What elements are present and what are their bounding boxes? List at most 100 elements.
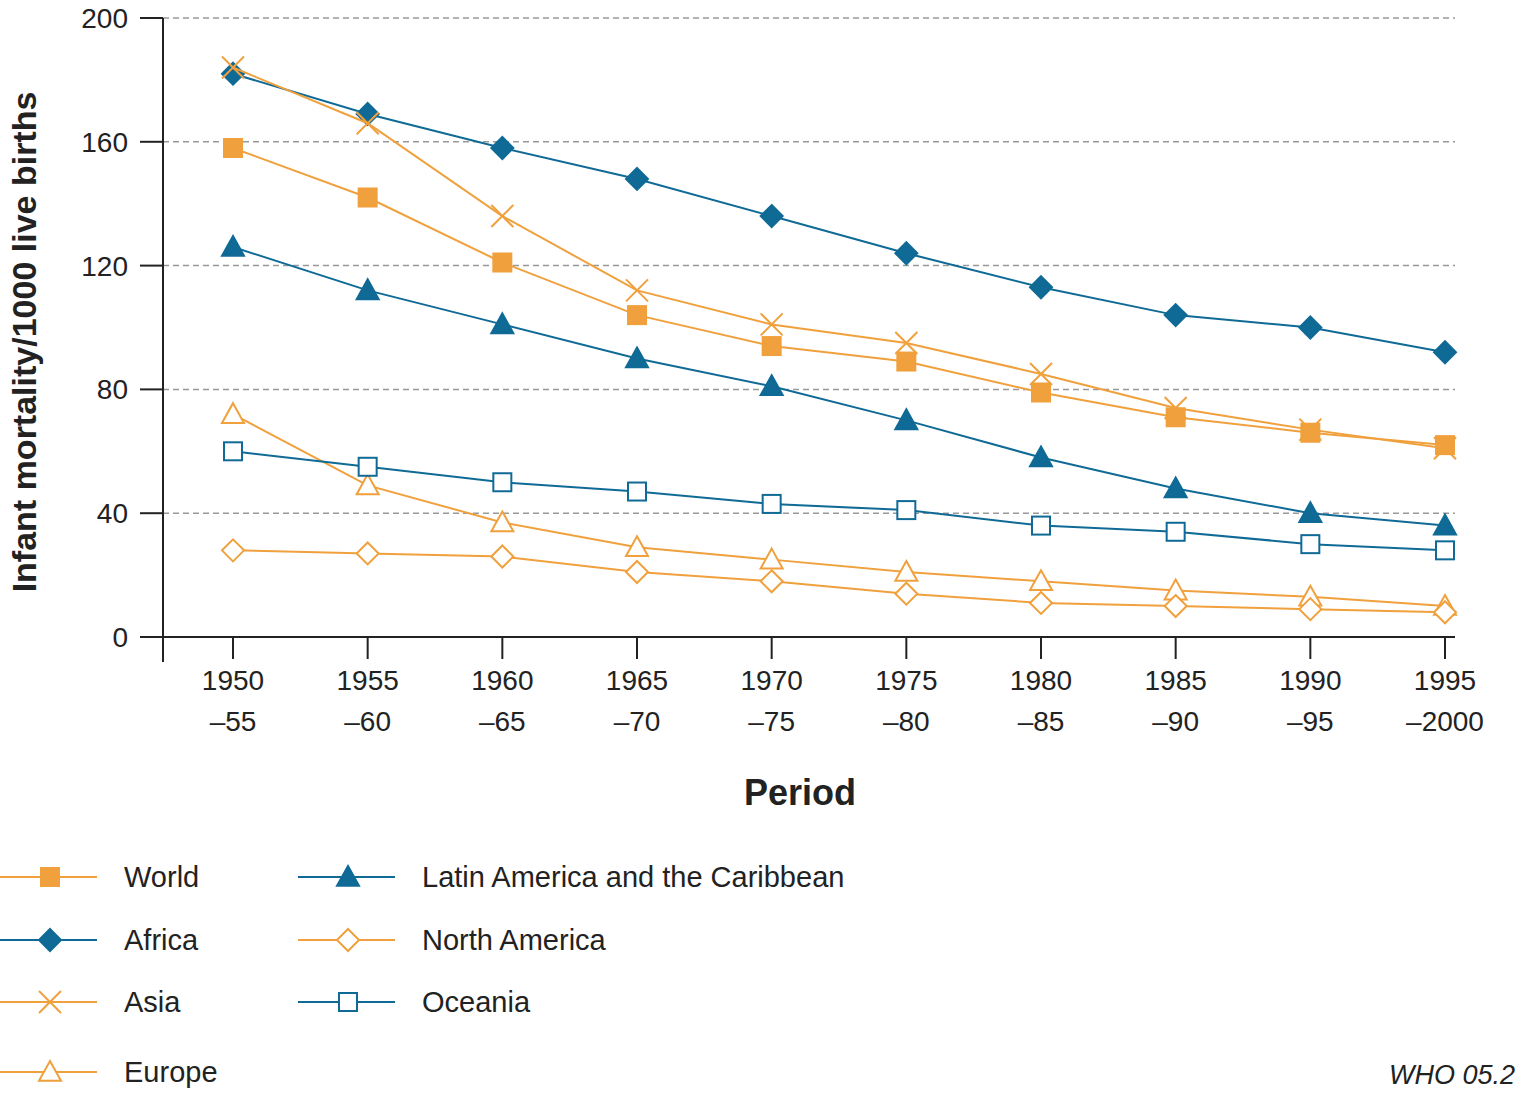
- legend-label: Europe: [124, 1056, 218, 1088]
- legend-label: Africa: [124, 924, 199, 956]
- x-axis: [163, 636, 1455, 638]
- series-line: [233, 68, 1445, 449]
- series-line: [233, 148, 1445, 445]
- x-tick-label: 1980 –85: [1010, 665, 1072, 737]
- x-tick: [1040, 637, 1042, 659]
- series-marker: [761, 375, 783, 395]
- series-marker: [357, 103, 379, 125]
- series-marker: [628, 306, 646, 324]
- x-tick-label: 1955–60: [337, 665, 399, 737]
- series-marker: [491, 205, 513, 227]
- x-tick-label-line: 1965: [606, 665, 668, 696]
- x-tick-label-line: 1985: [1145, 665, 1207, 696]
- series-marker: [1299, 502, 1321, 522]
- series-marker: [761, 549, 783, 569]
- series-marker: [222, 57, 244, 79]
- series-marker: [895, 242, 917, 264]
- series-line: [233, 74, 1445, 353]
- series-marker: [357, 474, 379, 494]
- x-tick-label: 1990 –95: [1279, 665, 1341, 737]
- y-tick: [140, 265, 163, 267]
- series-marker: [491, 313, 513, 333]
- series-marker: [1434, 437, 1456, 459]
- legend-marker: [39, 1061, 61, 1081]
- series-marker: [1032, 383, 1050, 401]
- series-marker: [1301, 535, 1319, 553]
- series-marker: [626, 347, 648, 367]
- series-marker: [1436, 541, 1454, 559]
- grid-line: [163, 265, 1455, 267]
- legend-marker: [337, 866, 359, 886]
- series-marker: [491, 137, 513, 159]
- series-marker: [1301, 424, 1319, 442]
- y-tick: [140, 636, 163, 638]
- series-marker: [491, 546, 513, 568]
- series-marker: [626, 561, 648, 583]
- series-marker: [1165, 477, 1187, 497]
- x-tick: [232, 637, 234, 659]
- x-tick: [501, 637, 503, 659]
- series-marker: [224, 442, 242, 460]
- series-marker: [222, 236, 244, 256]
- series-marker: [493, 473, 511, 491]
- series-line: [233, 550, 1445, 612]
- series-marker: [222, 539, 244, 561]
- y-axis-label: Infant mortality/1000 live births: [5, 92, 43, 593]
- x-tick-label: 1995 –2000: [1406, 665, 1484, 737]
- grid-line: [163, 389, 1455, 391]
- grid-line: [163, 512, 1455, 514]
- legend-label: Latin America and the Caribbean: [422, 861, 844, 893]
- series-marker: [357, 112, 379, 134]
- legend-label: Oceania: [422, 986, 531, 1018]
- series-line: [233, 414, 1445, 606]
- legend-label: World: [124, 861, 199, 893]
- x-tick-label-line: 1995: [1414, 665, 1476, 696]
- y-tick: [140, 388, 163, 390]
- series-marker: [763, 337, 781, 355]
- series-marker: [1436, 436, 1454, 454]
- series-marker: [1030, 276, 1052, 298]
- legend-marker: [41, 868, 59, 886]
- series-marker: [1434, 601, 1456, 623]
- series-marker: [1165, 397, 1187, 419]
- x-tick: [1175, 637, 1177, 659]
- x-tick-label-line: 1975: [875, 665, 937, 696]
- legend-marker: [39, 991, 61, 1013]
- series-marker: [897, 353, 915, 371]
- series-marker: [1030, 363, 1052, 385]
- y-tick-label: 0: [112, 622, 128, 653]
- y-tick-label: 40: [97, 498, 128, 529]
- x-tick-label-line: 1955: [337, 665, 399, 696]
- x-tick: [1444, 637, 1446, 659]
- series-line: [233, 451, 1445, 550]
- series-marker: [1165, 304, 1187, 326]
- y-tick-label: 160: [81, 127, 128, 158]
- x-tick-label-line: –2000: [1406, 706, 1484, 737]
- series-marker: [359, 189, 377, 207]
- x-tick-label-line: –65: [479, 706, 526, 737]
- series-marker: [222, 63, 244, 85]
- x-tick-label: 1965–70: [606, 665, 668, 737]
- x-axis-label: Period: [744, 772, 856, 813]
- legend-marker: [39, 929, 61, 951]
- x-tick-label-line: 1960: [471, 665, 533, 696]
- series-marker: [626, 279, 648, 301]
- x-tick-label-line: –85: [1018, 706, 1065, 737]
- series-marker: [357, 542, 379, 564]
- x-tick-label-line: 1990: [1279, 665, 1341, 696]
- x-tick: [636, 637, 638, 659]
- y-tick-label: 120: [81, 251, 128, 282]
- y-tick-label: 200: [81, 3, 128, 34]
- x-tick-label-line: 1950: [202, 665, 264, 696]
- series-marker: [1030, 592, 1052, 614]
- series-marker: [1030, 570, 1052, 590]
- x-tick-label-line: –75: [748, 706, 795, 737]
- x-tick-label: 1950 –55: [202, 665, 264, 737]
- x-tick-label-line: –55: [210, 706, 257, 737]
- series-marker: [493, 254, 511, 272]
- series-marker: [761, 313, 783, 335]
- series-marker: [895, 583, 917, 605]
- x-tick-label-line: –95: [1287, 706, 1334, 737]
- x-tick-label-line: 1980: [1010, 665, 1072, 696]
- series-marker: [626, 536, 648, 556]
